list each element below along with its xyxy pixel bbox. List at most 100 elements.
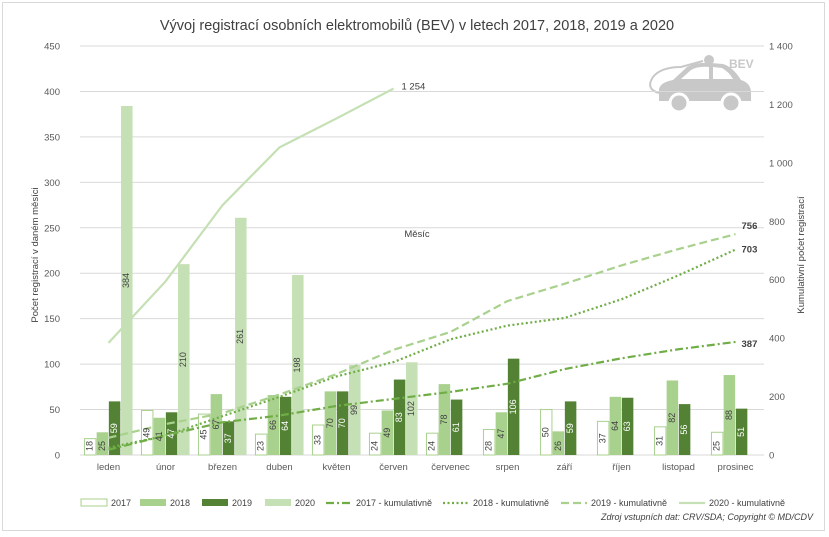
y-axis-ticks: 0 50 100 150 200 250 300 350 400 450 xyxy=(44,42,60,462)
bar-value-label: 83 xyxy=(394,412,404,422)
bar-value-label: 24 xyxy=(370,441,380,451)
bar-value-label: 47 xyxy=(166,429,176,439)
legend-swatch-2017 xyxy=(80,498,108,507)
x-tick-label: červenec xyxy=(431,462,470,473)
bar-2019 xyxy=(564,401,577,455)
legend-label: 2019 - kumulativně xyxy=(591,498,667,508)
bar-2017 xyxy=(539,409,553,456)
bar-value-label: 67 xyxy=(211,420,221,430)
bar-2017 xyxy=(140,409,154,456)
bar-value-label: 61 xyxy=(451,422,461,432)
bar-2020 xyxy=(178,264,190,455)
y-tick-label: 200 xyxy=(44,269,60,280)
legend-swatch-2020 xyxy=(265,499,291,506)
y2-tick-label: 1 200 xyxy=(769,100,793,111)
x-tick-label: únor xyxy=(156,462,175,473)
y2-axis-ticks: 0 200 400 600 800 1 000 1 200 1 400 xyxy=(769,42,793,462)
bar-2017 xyxy=(197,413,211,456)
line-end-label: 756 xyxy=(742,221,758,232)
x-tick-label: červen xyxy=(379,462,408,473)
legend-label: 2020 xyxy=(295,498,315,508)
bar-value-label: 25 xyxy=(97,441,107,451)
car-window xyxy=(681,66,709,79)
bar-2019 xyxy=(735,408,748,455)
bar-2018 xyxy=(723,375,736,455)
bar-2017 xyxy=(653,426,667,456)
x-tick-label: březen xyxy=(208,462,237,473)
bar-value-label: 102 xyxy=(406,401,416,416)
car-wheel-rear xyxy=(720,92,742,114)
bar-2019 xyxy=(678,404,691,455)
y2-tick-label: 600 xyxy=(769,275,785,286)
y-tick-label: 300 xyxy=(44,178,60,189)
y-tick-label: 0 xyxy=(55,451,60,462)
x-tick-label: listopad xyxy=(662,462,695,473)
bar-2020 xyxy=(349,365,361,455)
data-labels: 18 49 45 23 33 24 24 28 50 37 31 25 25 41 67 66 70 49 78 47… xyxy=(85,273,746,451)
bar-2019 xyxy=(393,379,406,455)
bar-2018 xyxy=(267,395,280,455)
bar-value-label: 24 xyxy=(427,441,437,451)
bar-value-label: 41 xyxy=(154,431,164,441)
bar-2019 xyxy=(507,358,520,455)
y-tick-label: 150 xyxy=(44,314,60,325)
bar-2018 xyxy=(96,432,109,455)
bar-value-label: 33 xyxy=(313,435,323,445)
bar-value-label: 56 xyxy=(679,425,689,435)
bar-value-label: 384 xyxy=(121,273,131,288)
bar-value-label: 49 xyxy=(382,428,392,438)
x-tick-label: září xyxy=(557,462,573,473)
y2-tick-label: 1 000 xyxy=(769,158,793,169)
legend-swatch-2019 xyxy=(202,499,228,506)
bar-2018 xyxy=(324,391,337,455)
bar-value-label: 51 xyxy=(736,427,746,437)
bar-value-label: 210 xyxy=(178,352,188,367)
y2-tick-label: 400 xyxy=(769,334,785,345)
bev-logo-label: BEV xyxy=(729,57,754,71)
bar-2018 xyxy=(381,410,394,455)
y-tick-label: 100 xyxy=(44,360,60,371)
bar-value-label: 64 xyxy=(280,421,290,431)
bar-value-label: 45 xyxy=(199,430,209,440)
bar-2017 xyxy=(710,431,724,456)
y-tick-label: 250 xyxy=(44,223,60,234)
y2-tick-label: 200 xyxy=(769,392,785,403)
x-tick-label: leden xyxy=(97,462,120,473)
bar-2019 xyxy=(621,397,634,455)
bar-value-label: 50 xyxy=(541,427,551,437)
bar-value-label: 25 xyxy=(712,441,722,451)
bar-2019 xyxy=(108,401,121,455)
y-tick-label: 400 xyxy=(44,87,60,98)
bar-2020 xyxy=(292,275,304,455)
plug-head xyxy=(704,55,714,65)
bar-2017 xyxy=(482,429,496,456)
y2-axis-label: Kumulativní počet registrací xyxy=(796,196,807,314)
bar-value-label: 37 xyxy=(598,433,608,443)
line-end-label: 703 xyxy=(742,245,758,256)
bar-value-label: 82 xyxy=(667,413,677,423)
bar-2017 xyxy=(311,424,325,456)
source-note: Zdroj vstupních dat: CRV/SDA; Copyright … xyxy=(600,512,814,522)
legend-label: 2019 xyxy=(232,498,252,508)
x-tick-label: říjen xyxy=(612,462,630,473)
line-2017 - kumulativně xyxy=(108,340,736,451)
chart-title: Vývoj registrací osobních elektromobilů … xyxy=(160,18,674,34)
y-tick-label: 50 xyxy=(49,405,60,416)
chart-svg: Vývoj registrací osobních elektromobilů … xyxy=(30,18,814,522)
bar-value-label: 261 xyxy=(235,329,245,344)
legend-label: 2017 - kumulativně xyxy=(356,498,432,508)
y2-tick-label: 0 xyxy=(769,451,774,462)
bar-value-label: 26 xyxy=(553,441,563,451)
bar-2017 xyxy=(368,432,382,456)
bar-value-label: 63 xyxy=(622,421,632,431)
bar-value-label: 28 xyxy=(484,441,494,451)
x-axis-ticks: leden únor březen duben květen červen červenec… xyxy=(97,462,754,473)
bar-2018 xyxy=(495,412,508,455)
chart-frame: Vývoj registrací osobních elektromobilů … xyxy=(2,2,825,531)
bar-2018 xyxy=(666,380,679,455)
line-2018 - kumulativně xyxy=(108,248,736,449)
bar-value-label: 59 xyxy=(109,423,119,433)
bar-value-label: 18 xyxy=(85,441,95,451)
bar-2020 xyxy=(235,217,247,455)
